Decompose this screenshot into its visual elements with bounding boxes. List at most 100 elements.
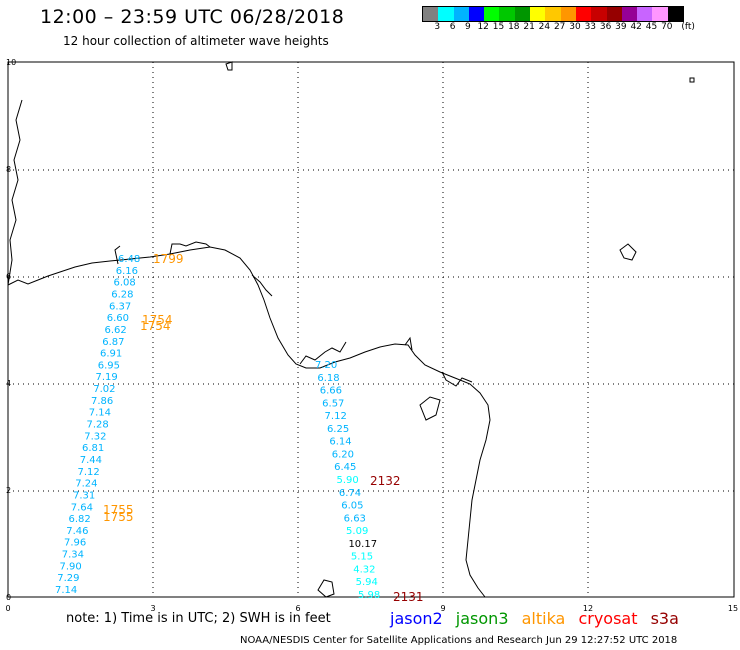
wave-height-label: 7.12: [325, 411, 347, 422]
grid-lines: [8, 62, 734, 597]
x-tick-label: 3: [150, 604, 155, 613]
y-tick-label: 6: [6, 272, 11, 281]
pass-id-labels: 1799 1754 1755 2132 2131 1754 1755: [103, 252, 424, 604]
wave-height-label: 7.44: [80, 455, 102, 466]
colorbar-swatch: [591, 7, 607, 21]
colorbar-swatch: [438, 7, 454, 21]
x-tick-label: 0: [5, 604, 10, 613]
wave-height-label: 6.63: [344, 513, 366, 524]
wave-height-label: 10.17: [348, 539, 377, 550]
wave-height-label: 6.82: [69, 514, 91, 525]
wave-height-label: 4.32: [353, 564, 375, 575]
colorbar-label: 45: [645, 22, 658, 32]
colorbar: [422, 6, 685, 22]
y-tick-label: 4: [6, 379, 11, 388]
wave-height-label: 6.45: [334, 462, 356, 473]
wave-height-label: 6.08: [114, 278, 136, 289]
colorbar-swatch: [667, 7, 684, 21]
wave-height-label: 7.02: [93, 384, 115, 395]
colorbar-label: 18: [508, 22, 520, 32]
colorbar-swatch: [637, 7, 653, 21]
wave-height-label: 7.34: [62, 550, 84, 561]
colorbar-unit: (ft): [681, 22, 695, 32]
wave-height-label: 5.94: [356, 577, 378, 588]
x-tick-label: 6: [295, 604, 300, 613]
colorbar-swatch: [468, 7, 485, 21]
colorbar-swatch: [545, 7, 561, 21]
x-tick-label: 12: [583, 604, 593, 613]
colorbar-swatch: [453, 7, 469, 21]
colorbar-swatch: [499, 7, 515, 21]
wave-height-label: 5.98: [358, 590, 380, 601]
colorbar-swatch: [652, 7, 668, 21]
wave-height-label: 7.29: [57, 573, 79, 584]
legend-cryosat: cryosat: [578, 609, 638, 628]
legend-altika: altika: [521, 609, 566, 628]
wave-height-label: 7.24: [75, 479, 97, 490]
pass-id-label: 1755: [103, 503, 134, 517]
pass-id-label: 2131: [393, 590, 424, 604]
wave-height-label: 5.09: [346, 526, 368, 537]
wave-height-label: 7.14: [55, 585, 77, 596]
wave-height-label: 5.15: [351, 552, 373, 563]
wave-height-label: 6.37: [109, 301, 131, 312]
wave-height-label: 6.95: [98, 360, 120, 371]
wave-height-label: 6.74: [339, 488, 361, 499]
wave-height-label: 6.81: [82, 443, 104, 454]
pass-id-label: 1754: [140, 319, 171, 333]
wave-height-label: 6.05: [341, 501, 363, 512]
y-tick-label: 2: [6, 486, 11, 495]
y-tick-label: 0: [6, 593, 11, 602]
wave-height-label: 7.12: [78, 467, 100, 478]
y-axis-tick-labels: 0 2 4 6 8 10: [6, 58, 16, 602]
wave-height-label: 7.90: [60, 561, 82, 572]
map-frame: [7, 61, 735, 598]
map-title: 12:00 – 23:59 UTC 06/28/2018: [40, 6, 345, 28]
wave-height-label: 6.57: [322, 398, 344, 409]
wave-height-label: 6.14: [329, 437, 351, 448]
wave-height-label: 6.66: [320, 386, 342, 397]
wave-height-label: 6.60: [107, 313, 129, 324]
colorbar-label: 70: [661, 22, 673, 32]
coastline: [7, 61, 695, 598]
colorbar-labels: 3 6 9 12 15 18 21 24 27 30 33 36 39 42 45 70 (ft): [422, 22, 740, 36]
x-tick-label: 9: [440, 604, 445, 613]
wave-height-label: 6.62: [105, 325, 127, 336]
y-tick-label: 10: [6, 58, 16, 67]
colorbar-label: 21: [523, 22, 535, 32]
wave-height-label: 6.18: [317, 373, 339, 384]
colorbar-label: 9: [465, 22, 471, 32]
pass-id-label: 1799: [153, 252, 184, 266]
colorbar-label: 33: [584, 22, 597, 32]
satellite-legend: jason2 jason3 altika cryosat s3a: [390, 609, 687, 628]
colorbar-swatch: [423, 7, 439, 21]
colorbar-swatch: [621, 7, 638, 21]
wave-height-label: 7.19: [96, 372, 118, 383]
wave-height-label: 6.91: [100, 349, 122, 360]
colorbar-label: 3: [434, 22, 441, 32]
pass-id-label: 1754: [142, 313, 173, 327]
wave-height-label: 7.32: [84, 431, 106, 442]
y-tick-label: 8: [6, 165, 11, 174]
wave-height-label: 7.46: [66, 526, 88, 537]
legend-jason3: jason3: [455, 609, 509, 628]
jason2-track-left: 6.486.166.086.286.376.606.626.876.916.95…: [55, 254, 140, 596]
wave-height-label: 7.28: [87, 420, 109, 431]
colorbar-swatch: [514, 7, 531, 21]
wave-height-label: 6.20: [332, 449, 354, 460]
wave-height-label: 7.96: [64, 538, 86, 549]
colorbar-label: 39: [615, 22, 627, 32]
wave-height-label: 7.86: [91, 396, 113, 407]
pass-id-label: 2132: [370, 474, 401, 488]
colorbar-label: 24: [538, 22, 551, 32]
wave-height-label: 5.90: [337, 475, 359, 486]
wave-height-label: 7.31: [73, 490, 95, 501]
jason2-track-right: 7.20 6.18 6.666.57 7.12 6.25 6.146.20 6.45 5.90…: [315, 360, 380, 601]
colorbar-swatch: [606, 7, 622, 21]
map-subtitle: 12 hour collection of altimeter wave hei…: [63, 34, 329, 48]
wave-height-label: 6.48: [118, 254, 140, 265]
colorbar-label: 27: [553, 22, 566, 32]
colorbar-label: 30: [569, 22, 581, 32]
colorbar-swatch: [560, 7, 576, 21]
